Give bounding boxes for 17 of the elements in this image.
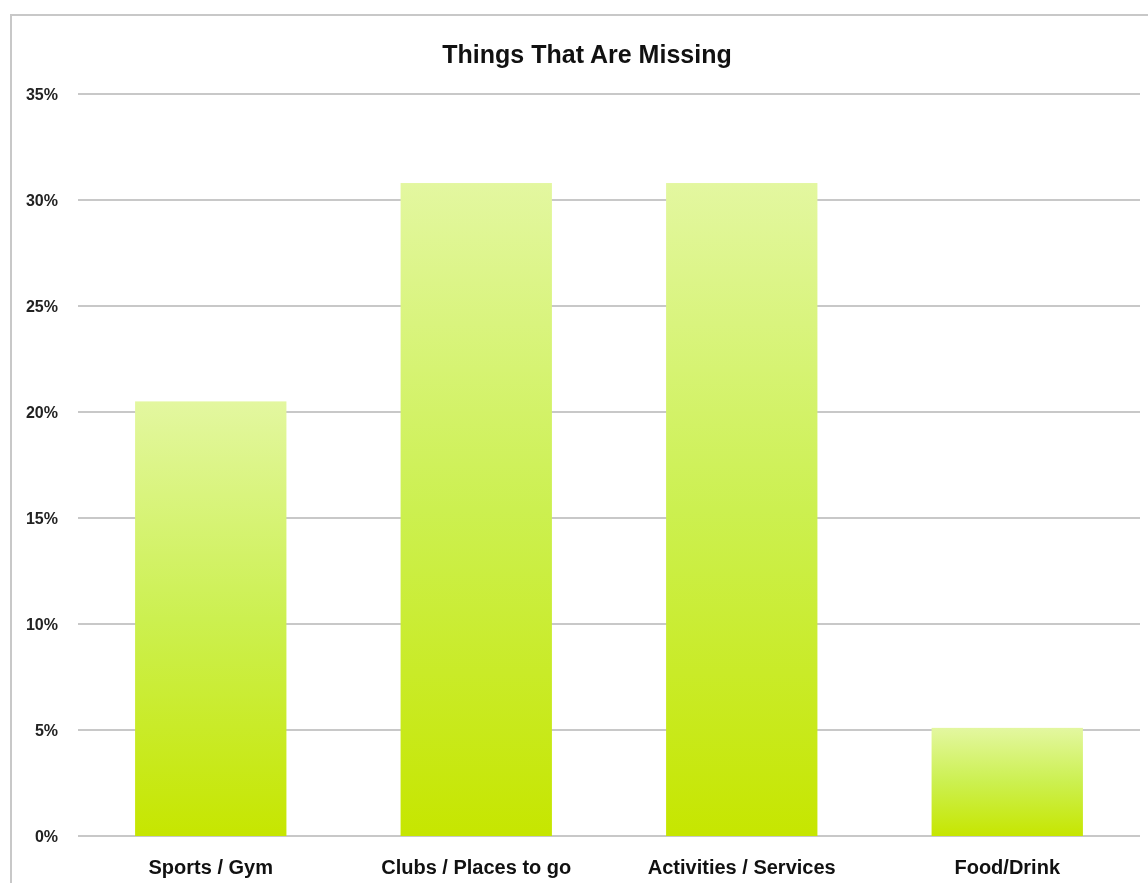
- x-tick-label: Sports / Gym: [148, 856, 273, 878]
- y-tick-label: 20%: [25, 403, 58, 421]
- y-tick-label: 15%: [25, 509, 58, 527]
- bar: [666, 183, 818, 836]
- y-tick-label: 30%: [25, 191, 58, 209]
- y-tick-label: 5%: [34, 721, 58, 739]
- y-tick-label: 0%: [34, 827, 58, 845]
- x-tick-label: Food/Drink: [954, 856, 1061, 878]
- y-tick-label: 35%: [25, 85, 58, 103]
- bar: [400, 183, 552, 836]
- x-tick-label: Clubs / Places to go: [381, 856, 572, 878]
- x-tick-label: Activities / Services: [647, 856, 836, 878]
- y-tick-label: 25%: [25, 297, 58, 315]
- bar: [931, 727, 1083, 836]
- chart-title: Things That Are Missing: [442, 40, 732, 68]
- y-tick-label: 10%: [25, 615, 58, 633]
- bar: [135, 401, 287, 836]
